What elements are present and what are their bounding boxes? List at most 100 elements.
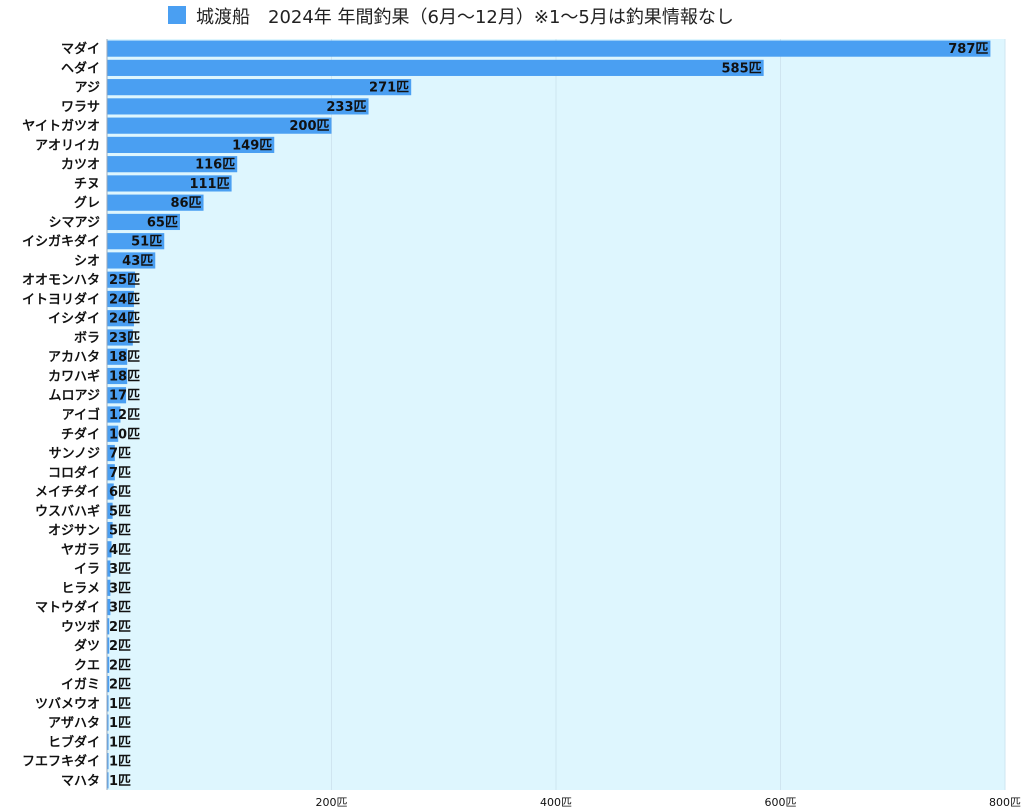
bar [107, 79, 412, 96]
bar [107, 367, 128, 385]
bar [107, 329, 133, 346]
bar [107, 772, 109, 789]
bar [107, 444, 115, 462]
x-tick-label: 600匹 [765, 796, 797, 809]
bar [107, 676, 110, 693]
bar [107, 59, 764, 76]
value-label: 2匹 [109, 658, 131, 673]
value-label: 116匹 [195, 158, 235, 173]
bar [107, 464, 115, 481]
category-label: チヌ [74, 177, 100, 192]
legend-label: 城渡船 2024年 年間釣果（6月～12月）※1～5月は釣果情報なし [196, 7, 734, 28]
bar [107, 406, 121, 423]
category-label: アオリイカ [35, 138, 100, 153]
grid-lines [331, 39, 1006, 790]
x-tick-label: 800匹 [989, 796, 1021, 809]
bar [107, 98, 369, 115]
value-label: 17匹 [109, 389, 140, 404]
category-label: ウスバハギ [35, 503, 100, 519]
category-label: カツオ [61, 158, 100, 173]
bar [107, 252, 156, 269]
category-label: オオモンハタ [22, 273, 100, 288]
category-label: ヘダイ [61, 60, 100, 76]
value-label: 1匹 [109, 735, 131, 750]
category-labels: マダイヘダイアジワラサヤイトガツオアオリイカカツオチヌグレシマアジイシガキダイシ… [22, 41, 100, 789]
value-label: 1匹 [109, 774, 131, 789]
value-label: 43匹 [122, 254, 153, 269]
value-label: 3匹 [109, 562, 131, 577]
category-label: オジサン [48, 524, 100, 539]
value-label: 25匹 [109, 273, 140, 288]
category-label: クエ [74, 658, 100, 673]
bar [107, 156, 238, 173]
value-label: 7匹 [109, 466, 131, 481]
bar [107, 714, 109, 731]
category-label: アジ [75, 81, 100, 96]
bar [107, 579, 111, 596]
value-label: 233匹 [326, 100, 366, 115]
bar [107, 656, 110, 673]
value-label: 86匹 [170, 196, 201, 211]
category-label: ヤガラ [61, 543, 100, 558]
bar [107, 136, 275, 153]
category-label: メイチダイ [35, 484, 100, 500]
category-label: イラ [74, 562, 100, 577]
category-label: シマアジ [49, 215, 100, 230]
bar [107, 117, 332, 134]
category-label: アザハタ [48, 716, 100, 731]
value-label: 23匹 [109, 331, 140, 346]
legend: 城渡船 2024年 年間釣果（6月～12月）※1～5月は釣果情報なし [0, 0, 1024, 32]
bar [107, 637, 110, 654]
bar [107, 753, 109, 770]
bar [107, 290, 134, 308]
category-label: ダツ [74, 638, 100, 654]
value-label: 149匹 [232, 138, 272, 153]
value-label: 12匹 [109, 408, 140, 423]
value-label: 6匹 [109, 485, 131, 500]
category-label: ボラ [74, 330, 100, 346]
category-label: イシダイ [48, 311, 100, 327]
category-label: フエフキダイ [22, 754, 100, 770]
value-label: 1匹 [109, 755, 131, 770]
value-label: 271匹 [369, 81, 409, 96]
category-label: コロダイ [48, 465, 100, 481]
value-label: 10匹 [109, 427, 140, 442]
category-label: ムロアジ [49, 389, 100, 404]
category-label: ウツボ [61, 619, 100, 635]
x-axis-ticks: 200匹 400匹 600匹 800匹 [316, 796, 1022, 809]
bar [107, 40, 991, 57]
category-label: アイゴ [62, 407, 100, 423]
category-label: イトヨリダイ [22, 291, 100, 307]
bar [107, 194, 204, 211]
value-label: 18匹 [109, 369, 140, 384]
value-label: 3匹 [109, 581, 131, 596]
bar [107, 541, 112, 558]
value-label: 18匹 [109, 350, 140, 365]
bar [107, 695, 109, 712]
bar [107, 425, 119, 442]
bar [107, 271, 136, 288]
value-label: 111匹 [189, 177, 229, 192]
bar [107, 175, 232, 192]
x-tick-label: 200匹 [316, 796, 348, 809]
value-label: 787匹 [948, 42, 988, 57]
value-label: 3匹 [109, 601, 131, 616]
value-label: 24匹 [109, 312, 140, 327]
bar [107, 521, 113, 539]
value-label: 2匹 [109, 678, 131, 693]
category-label: グレ [74, 195, 100, 211]
category-label: アカハタ [48, 350, 100, 365]
bar [107, 387, 127, 404]
value-label: 2匹 [109, 620, 131, 635]
value-label: 4匹 [109, 543, 131, 558]
category-label: サンノジ [49, 447, 100, 462]
bar [107, 348, 128, 365]
category-label: シオ [74, 254, 100, 269]
bar [107, 618, 110, 635]
value-label: 24匹 [109, 292, 140, 307]
bar [107, 483, 114, 500]
value-label: 65匹 [147, 215, 178, 230]
bar [107, 213, 180, 231]
